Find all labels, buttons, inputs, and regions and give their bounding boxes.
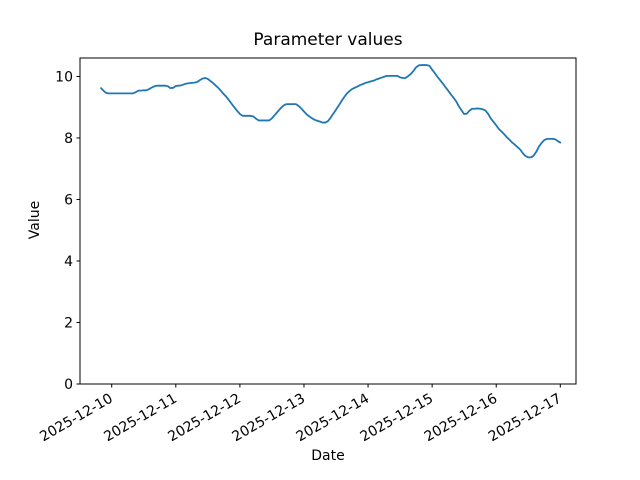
y-tick-label: 10 (55, 69, 73, 85)
chart-title: Parameter values (253, 30, 403, 50)
y-tick-label: 4 (64, 254, 73, 270)
x-axis-label: Date (311, 448, 345, 464)
y-axis-label: Value (27, 200, 43, 240)
y-tick-label: 8 (64, 131, 73, 147)
y-tick-label: 2 (64, 315, 73, 331)
y-tick-label: 6 (64, 192, 73, 208)
y-tick-label: 0 (64, 377, 73, 393)
data-series-line (100, 64, 562, 159)
x-tick-label: 2025-12-17 (486, 391, 564, 446)
plot-area-border (79, 57, 577, 385)
